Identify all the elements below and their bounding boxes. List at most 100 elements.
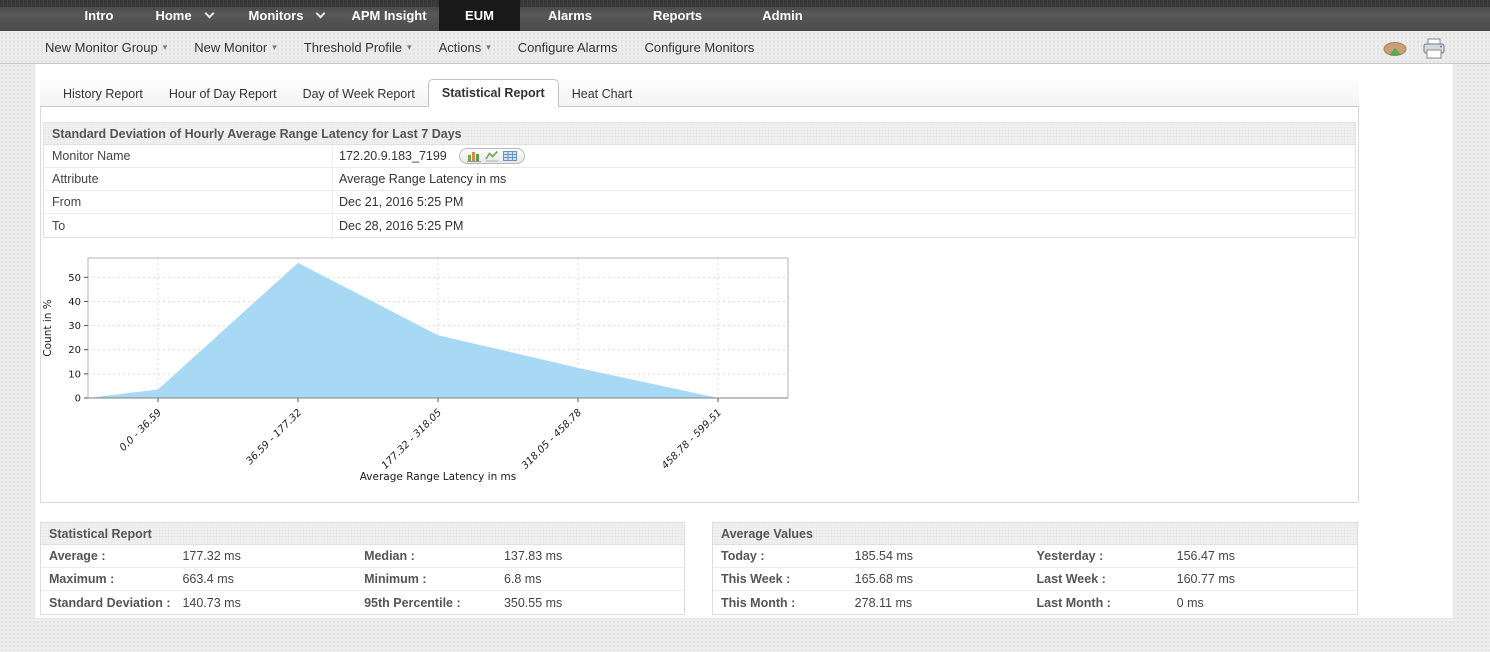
tab-statistical-report[interactable]: Statistical Report xyxy=(427,79,559,107)
toolbar-item-new-monitor[interactable]: New Monitor ▾ xyxy=(194,40,277,55)
nav-item-label: APM Insight xyxy=(351,8,427,23)
area-series xyxy=(88,262,788,398)
toolbar-item-actions[interactable]: Actions ▾ xyxy=(439,40,491,55)
toolbar-item-threshold-profile[interactable]: Threshold Profile ▾ xyxy=(304,40,412,55)
info-table-row: Monitor Name 172.20.9.183_7199 xyxy=(44,145,1355,168)
summary-row: Today : 185.54 ms Yesterday : 156.47 ms xyxy=(713,545,1357,568)
area-chart-svg: 0 10 20 30 40 50 0.0 - 36.59 36.59 - 177.32 177.… xyxy=(42,257,789,483)
summary-value: 156.47 ms xyxy=(1176,549,1236,563)
toolbar-item-label: Configure Monitors xyxy=(644,39,755,55)
info-row-value-cell: 172.20.9.183_7199 xyxy=(332,145,1355,167)
svg-text:Average Range Latency in ms: Average Range Latency in ms xyxy=(360,471,517,483)
average-values-panel-title: Average Values xyxy=(713,523,1357,545)
nav-item-label: Home xyxy=(155,8,192,23)
summary-label: Average : xyxy=(49,549,106,563)
info-row-value-cell: Dec 21, 2016 5:25 PM xyxy=(332,191,1355,213)
svg-text:458.78 - 599.51: 458.78 - 599.51 xyxy=(660,407,724,471)
toolbar-item-configure-alarms[interactable]: Configure Alarms xyxy=(518,40,618,55)
toolbar-item-new-monitor-group[interactable]: New Monitor Group ▾ xyxy=(45,40,167,55)
latency-distribution-chart: 0 10 20 30 40 50 0.0 - 36.59 36.59 - 177.32 177.… xyxy=(40,248,800,488)
dropdown-caret-icon: ▾ xyxy=(162,41,168,52)
svg-text:0: 0 xyxy=(75,394,81,405)
summary-value: 185.54 ms xyxy=(854,549,914,563)
nav-item-alarms[interactable]: Alarms xyxy=(520,0,620,31)
info-row-label: Monitor Name xyxy=(52,149,131,163)
nav-item-monitors[interactable]: Monitors xyxy=(234,0,339,31)
summary-label: This Month : xyxy=(721,595,796,610)
toolbar-item-label: Threshold Profile xyxy=(303,39,403,55)
summary-label: Minimum : xyxy=(364,572,427,586)
info-row-value-cell: Dec 28, 2016 5:25 PM xyxy=(332,214,1355,237)
svg-text:30: 30 xyxy=(68,321,81,332)
nav-item-label: Alarms xyxy=(547,8,593,23)
svg-text:40: 40 xyxy=(68,297,81,308)
monitor-chart-links[interactable] xyxy=(458,148,525,164)
printer-icon[interactable] xyxy=(1422,38,1446,59)
report-tabs: History Report Hour of Day Report Day of W… xyxy=(40,79,1359,107)
summary-value: 137.83 ms xyxy=(503,549,563,563)
summary-label: Maximum : xyxy=(49,572,115,586)
info-row-value: Dec 21, 2016 5:25 PM xyxy=(339,195,464,209)
summary-value: 0 ms xyxy=(1176,595,1204,610)
grid-icon[interactable] xyxy=(502,150,517,162)
summary-label: 95th Percentile : xyxy=(364,595,461,610)
summary-row: Standard Deviation : 140.73 ms 95th Percen… xyxy=(41,591,684,614)
report-title: Standard Deviation of Hourly Average Ran… xyxy=(44,123,1355,145)
statistical-report-panel: Statistical Report Average : 177.32 ms Med… xyxy=(40,522,685,615)
nav-item-home[interactable]: Home xyxy=(134,0,234,31)
summary-value: 140.73 ms xyxy=(182,595,241,610)
line-chart-icon[interactable] xyxy=(485,150,499,162)
info-row-label: Attribute xyxy=(52,172,99,186)
tab-history-report[interactable]: History Report xyxy=(63,87,143,101)
summary-label: Last Week : xyxy=(1036,572,1106,586)
nav-item-eum[interactable]: EUM xyxy=(439,0,520,31)
info-table-row: To Dec 28, 2016 5:25 PM xyxy=(44,214,1355,237)
toolbar-item-label: New Monitor Group xyxy=(45,39,158,55)
tab-day-of-week-report[interactable]: Day of Week Report xyxy=(302,87,415,101)
info-row-value: Average Range Latency in ms xyxy=(339,172,507,186)
summary-value: 6.8 ms xyxy=(503,572,542,586)
dropdown-caret-icon: ▾ xyxy=(486,41,491,52)
summary-row: This Week : 165.68 ms Last Week : 160.77 ms xyxy=(713,568,1357,591)
summary-row: This Month : 278.11 ms Last Month : 0 ms xyxy=(713,591,1357,614)
info-row-label: From xyxy=(52,195,82,209)
summary-value: 160.77 ms xyxy=(1176,572,1236,586)
nav-item-apm-insight[interactable]: APM Insight xyxy=(339,0,439,31)
nav-item-reports[interactable]: Reports xyxy=(620,0,735,31)
summary-row: Average : 177.32 ms Median : 137.83 ms xyxy=(41,545,684,568)
nav-item-label: Admin xyxy=(762,8,803,23)
tab-heat-chart[interactable]: Heat Chart xyxy=(571,87,633,101)
chevron-down-icon xyxy=(204,8,215,19)
toolbar-item-label: Actions xyxy=(438,39,482,55)
report-info-table: Standard Deviation of Hourly Average Ran… xyxy=(43,122,1356,238)
info-row-label: To xyxy=(52,218,66,233)
nav-item-admin[interactable]: Admin xyxy=(735,0,830,31)
chevron-down-icon xyxy=(315,8,326,19)
info-row-value-cell: Average Range Latency in ms xyxy=(332,168,1355,190)
toolbar-item-configure-monitors[interactable]: Configure Monitors xyxy=(644,40,754,55)
summary-value: 663.4 ms xyxy=(182,572,234,586)
bar-chart-icon[interactable] xyxy=(466,150,481,162)
info-table-row: From Dec 21, 2016 5:25 PM xyxy=(44,191,1355,214)
summary-label: This Week : xyxy=(721,572,791,586)
info-row-value: Dec 28, 2016 5:25 PM xyxy=(339,218,464,233)
svg-text:36.59 - 177.32: 36.59 - 177.32 xyxy=(244,407,304,467)
svg-text:50: 50 xyxy=(68,273,81,284)
summary-label: Yesterday : xyxy=(1036,549,1104,563)
svg-text:20: 20 xyxy=(68,345,81,356)
monitor-toolbar: New Monitor Group ▾ New Monitor ▾ Threshold … xyxy=(0,31,1490,64)
toolbar-icons xyxy=(1381,38,1446,59)
statistical-report-panel-title: Statistical Report xyxy=(41,523,684,545)
nav-item-label: Monitors xyxy=(248,8,304,23)
nav-item-label: EUM xyxy=(465,8,494,23)
toolbar-item-label: New Monitor xyxy=(194,39,268,55)
summary-label: Median : xyxy=(364,549,415,563)
nav-item-intro[interactable]: Intro xyxy=(64,0,134,31)
tab-hour-of-day-report[interactable]: Hour of Day Report xyxy=(168,87,277,101)
dropdown-caret-icon: ▾ xyxy=(272,41,277,52)
pie-chart-icon[interactable] xyxy=(1381,40,1409,58)
info-row-value: 172.20.9.183_7199 xyxy=(339,149,447,163)
summary-row: Maximum : 663.4 ms Minimum : 6.8 ms xyxy=(41,568,684,591)
summary-label: Today : xyxy=(721,549,765,563)
summary-value: 350.55 ms xyxy=(503,595,563,610)
